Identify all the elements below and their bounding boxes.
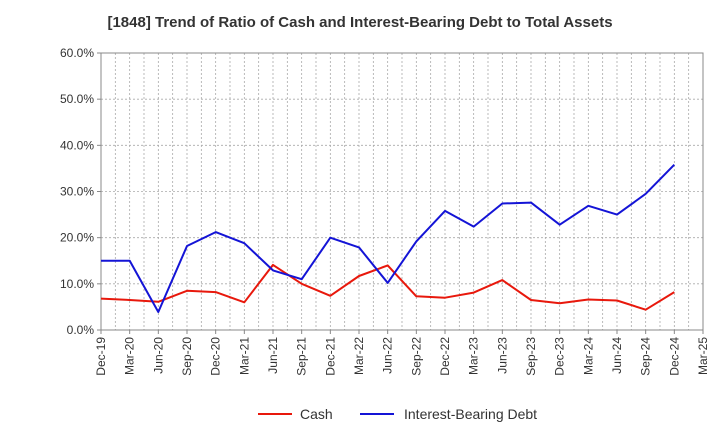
x-tick-label: Mar-20 [123, 337, 137, 375]
y-tick-label: 20.0% [60, 231, 94, 245]
y-tick-label: 30.0% [60, 185, 94, 199]
y-tick-label: 0.0% [67, 323, 95, 337]
x-tick-label: Mar-24 [581, 337, 595, 375]
x-tick-label: Dec-24 [667, 337, 681, 376]
y-tick-label: 50.0% [60, 92, 94, 106]
series-line-interest-bearing-debt [101, 163, 676, 313]
legend: Cash Interest-Bearing Debt [258, 406, 537, 422]
y-tick-label: 40.0% [60, 138, 94, 152]
x-tick-label: Sep-21 [295, 337, 309, 376]
x-tick-label: Jun-22 [381, 337, 395, 374]
x-tick-label: Jun-24 [610, 337, 624, 374]
series-line-cash [100, 263, 675, 311]
chart-title: [1848] Trend of Ratio of Cash and Intere… [107, 14, 613, 31]
y-tick-label: 60.0% [60, 46, 94, 60]
x-tick-label: Dec-22 [438, 337, 452, 376]
x-tick-label: Mar-22 [352, 337, 366, 375]
x-tick-label: Jun-23 [495, 337, 509, 374]
x-tick-label: Sep-20 [180, 337, 194, 376]
x-tick-label: Dec-20 [209, 337, 223, 376]
x-tick-label: Dec-23 [553, 337, 567, 376]
x-tick-label: Sep-22 [409, 337, 423, 376]
x-tick-label: Jun-21 [266, 337, 280, 374]
grid-lines [101, 53, 703, 330]
series-lines [100, 163, 676, 313]
x-tick-label: Dec-19 [94, 337, 108, 376]
x-tick-label: Sep-24 [639, 337, 653, 376]
y-axis: 0.0% 10.0% 20.0% 30.0% 40.0% 50.0% 60.0% [60, 46, 101, 337]
x-tick-label: Mar-23 [467, 337, 481, 375]
x-tick-label: Mar-25 [696, 337, 710, 375]
legend-label-interest-bearing-debt: Interest-Bearing Debt [404, 406, 537, 422]
x-tick-label: Mar-21 [237, 337, 251, 375]
y-tick-label: 10.0% [60, 277, 94, 291]
x-tick-label: Sep-23 [524, 337, 538, 376]
legend-label-cash: Cash [300, 406, 333, 422]
x-tick-label: Jun-20 [151, 337, 165, 374]
x-axis: Dec-19 Mar-20 Jun-20 Sep-20 Dec-20 Mar-21 Jun-… [94, 330, 710, 376]
x-tick-label: Dec-21 [323, 337, 337, 376]
